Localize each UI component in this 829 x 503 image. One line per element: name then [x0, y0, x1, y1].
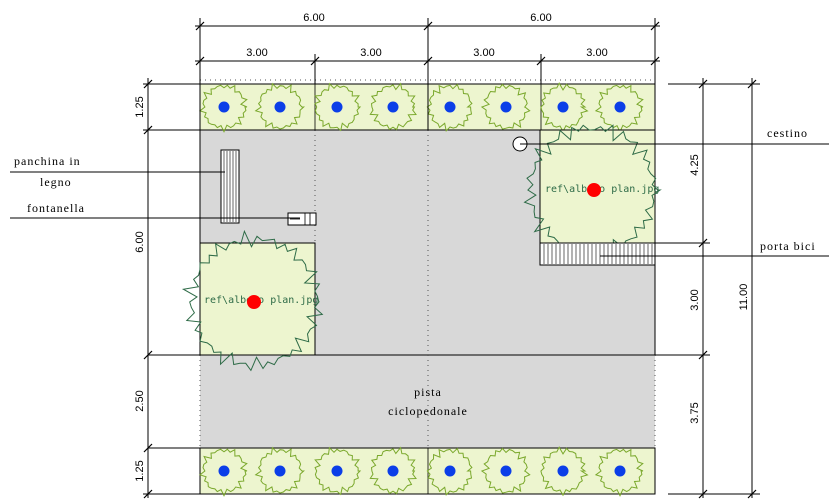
hedge-shrub	[594, 84, 644, 133]
dim-left-4: 1.25	[134, 460, 146, 481]
hedge-center-dot	[274, 465, 286, 477]
tree-canopy-left	[181, 229, 324, 372]
hedge-shrub	[198, 448, 248, 497]
dim-right-total: 11.00	[738, 284, 750, 311]
dim-left-1: 1.25	[134, 96, 146, 117]
hedge-center-dot	[444, 465, 456, 477]
hedge-shrub	[426, 83, 473, 132]
dim-top-minor-2: 3.00	[360, 47, 381, 59]
hedge-shrub	[540, 446, 589, 497]
bench-label-line2: legno	[40, 175, 72, 189]
hedge-center-dot	[557, 465, 569, 477]
fountain-label: fontanella	[27, 201, 85, 215]
hedge-center-dot	[331, 465, 343, 477]
path-label-line2: ciclopedonale	[388, 404, 468, 418]
dim-left-3: 2.50	[134, 390, 146, 411]
dim-top-minor-3: 3.00	[473, 47, 494, 59]
bike-rack-label: porta bici	[760, 239, 816, 253]
dim-top-minor-1: 3.00	[246, 47, 267, 59]
hedge-center-dot	[218, 465, 230, 477]
dim-top-major-2: 6.00	[530, 12, 551, 24]
dim-right-3: 3.75	[689, 402, 701, 423]
left-tree-planter: ref\albero plan.jpg	[181, 229, 324, 372]
tree-center-left	[247, 295, 261, 309]
dim-right-1: 4.25	[689, 154, 701, 175]
top-dimensions: 6.00 6.00 3.00 3.00 3.00 3.00	[195, 12, 660, 130]
cycle-path	[200, 355, 655, 448]
hedge-center-dot	[274, 101, 286, 113]
hedge-shrub	[314, 82, 362, 132]
left-dimensions: 1.25 6.00 2.50 1.25	[134, 78, 200, 499]
leader-lines	[10, 143, 829, 257]
bottom-hedge-planter	[198, 446, 656, 497]
hedge-center-dot	[387, 101, 399, 113]
hedge-shrub	[254, 446, 306, 494]
hedge-center-dot	[218, 101, 230, 113]
dim-top-major-1: 6.00	[303, 12, 324, 24]
hedge-shrub	[198, 84, 248, 133]
tree-ref-label-left: ref\albero plan.jpg	[204, 295, 318, 306]
hedge-center-dot	[387, 465, 399, 477]
hedge-center-dot	[614, 101, 626, 113]
path-label-line1: pista	[414, 385, 442, 399]
tree-ref-label-right: ref\albero plan.jpg	[545, 184, 659, 195]
hedge-shrub	[254, 82, 306, 130]
fountain	[287, 212, 317, 226]
hedge-shrub	[369, 446, 417, 495]
hedge-shrub	[314, 446, 362, 496]
dim-left-2: 6.00	[134, 231, 146, 252]
right-dimensions: 4.25 3.00 3.75 11.00	[655, 78, 760, 499]
bike-rack	[539, 242, 656, 266]
hedge-shrub	[594, 448, 644, 497]
dim-top-minor-4: 3.00	[586, 47, 607, 59]
right-tree-planter: ref\albero plan.jpg	[523, 124, 662, 259]
hedge-shrub	[480, 447, 531, 494]
hedge-center-dot	[557, 101, 569, 113]
dotted-guides	[199, 79, 656, 448]
hedge-center-dot	[444, 101, 456, 113]
hedge-shrub	[480, 83, 531, 130]
tree-center-right	[587, 183, 601, 197]
wooden-bench	[220, 149, 240, 224]
hedge-shrub	[540, 82, 589, 133]
dim-right-2: 3.00	[689, 289, 701, 310]
hedge-center-dot	[614, 465, 626, 477]
hedge-center-dot	[500, 101, 512, 113]
hedge-center-dot	[500, 465, 512, 477]
hedge-shrub	[369, 82, 417, 131]
hedge-shrub	[426, 447, 473, 496]
bin-label: cestino	[767, 126, 808, 140]
bench-label-line1: panchina in	[14, 154, 81, 168]
hedge-center-dot	[331, 101, 343, 113]
